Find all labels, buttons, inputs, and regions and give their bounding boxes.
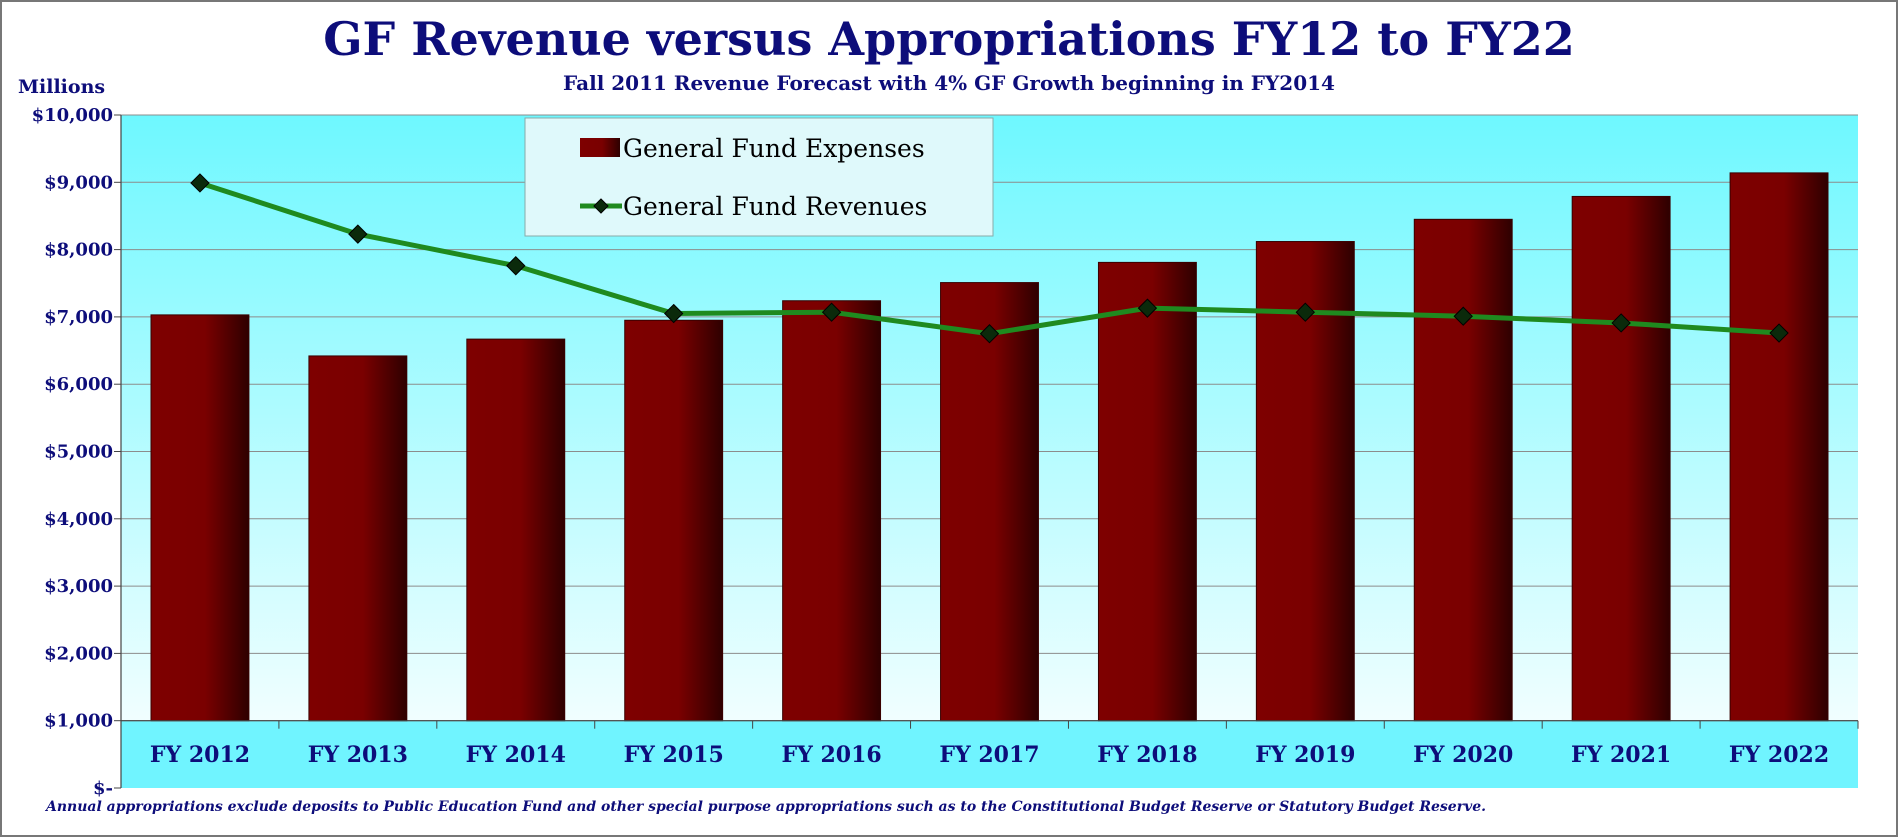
point-general-fund-revenues [821, 302, 842, 322]
point-general-fund-revenues [979, 324, 1000, 344]
point-general-fund-revenues [1769, 323, 1789, 343]
legend: General Fund Expenses General Fund Reven… [524, 117, 994, 237]
y-tick-label: $5,000 [44, 442, 113, 463]
y-tick-label: $7,000 [44, 307, 113, 328]
x-tick-label: FY 2018 [1097, 742, 1197, 768]
y-tick-labels: $- $1,000 $2,000 $3,000 $4,000 $5,000 $6,000 $7… [32, 105, 113, 799]
revenue-line [190, 173, 1789, 344]
bar-general-fund-expenses [1413, 218, 1513, 722]
legend-label-expenses: General Fund Expenses [623, 134, 925, 163]
y-tick-label: $8,000 [44, 240, 113, 261]
bar-general-fund-expenses [782, 300, 882, 722]
bar-general-fund-expenses [150, 314, 250, 722]
x-tick-label: FY 2019 [1255, 742, 1355, 768]
point-general-fund-revenues [663, 303, 684, 324]
x-tick-labels: FY 2012 FY 2013 FY 2014 FY 2015 FY 2016 FY 20… [150, 742, 1829, 768]
y-tick-label: $2,000 [44, 643, 113, 664]
bar-general-fund-expenses [940, 282, 1039, 722]
legend-swatch-revenues-marker [593, 198, 609, 214]
category-axis-band [121, 721, 1858, 788]
y-tick-label: $9,000 [44, 172, 113, 193]
point-general-fund-revenues [1137, 298, 1158, 318]
legend-box [524, 117, 994, 237]
y-tick-label: $10,000 [32, 105, 113, 126]
y-tick-label: $4,000 [44, 509, 113, 530]
footnote: Annual appropriations exclude deposits t… [46, 799, 1487, 815]
y-tick-label: $- [93, 778, 113, 799]
x-tick-label: FY 2020 [1413, 742, 1513, 768]
point-general-fund-revenues [190, 173, 210, 193]
bar-general-fund-expenses [1571, 195, 1671, 722]
legend-swatch-expenses [580, 138, 620, 157]
point-general-fund-revenues [1453, 306, 1473, 326]
y-tick-label: $3,000 [44, 576, 113, 597]
x-tick-label: FY 2021 [1571, 742, 1671, 768]
bars [150, 172, 1829, 722]
bar-general-fund-expenses [466, 338, 566, 722]
chart-subtitle: Fall 2011 Revenue Forecast with 4% GF Gr… [563, 71, 1335, 95]
x-tick-label: FY 2013 [308, 742, 408, 768]
x-tick-label: FY 2017 [939, 742, 1039, 768]
x-tick-label: FY 2022 [1729, 742, 1829, 768]
y-tick-label: $6,000 [44, 374, 113, 395]
bar-general-fund-expenses [624, 319, 724, 722]
point-general-fund-revenues [348, 224, 368, 244]
x-tick-label: FY 2012 [150, 742, 250, 768]
y-axis-label: Millions [18, 76, 106, 98]
point-general-fund-revenues [1295, 302, 1316, 322]
point-general-fund-revenues [1611, 313, 1631, 333]
bar-general-fund-expenses [1729, 172, 1829, 722]
x-tick-label: FY 2016 [781, 742, 881, 768]
y-tick-label: $1,000 [44, 711, 113, 732]
x-tick-label: FY 2014 [466, 742, 566, 768]
chart-title: GF Revenue versus Appropriations FY12 to… [323, 12, 1575, 66]
x-tick-label: FY 2015 [624, 742, 724, 768]
bar-general-fund-expenses [1097, 261, 1197, 722]
axes [120, 115, 1859, 788]
point-general-fund-revenues [506, 256, 526, 276]
legend-label-revenues: General Fund Revenues [623, 192, 927, 221]
bar-general-fund-expenses [308, 355, 408, 722]
